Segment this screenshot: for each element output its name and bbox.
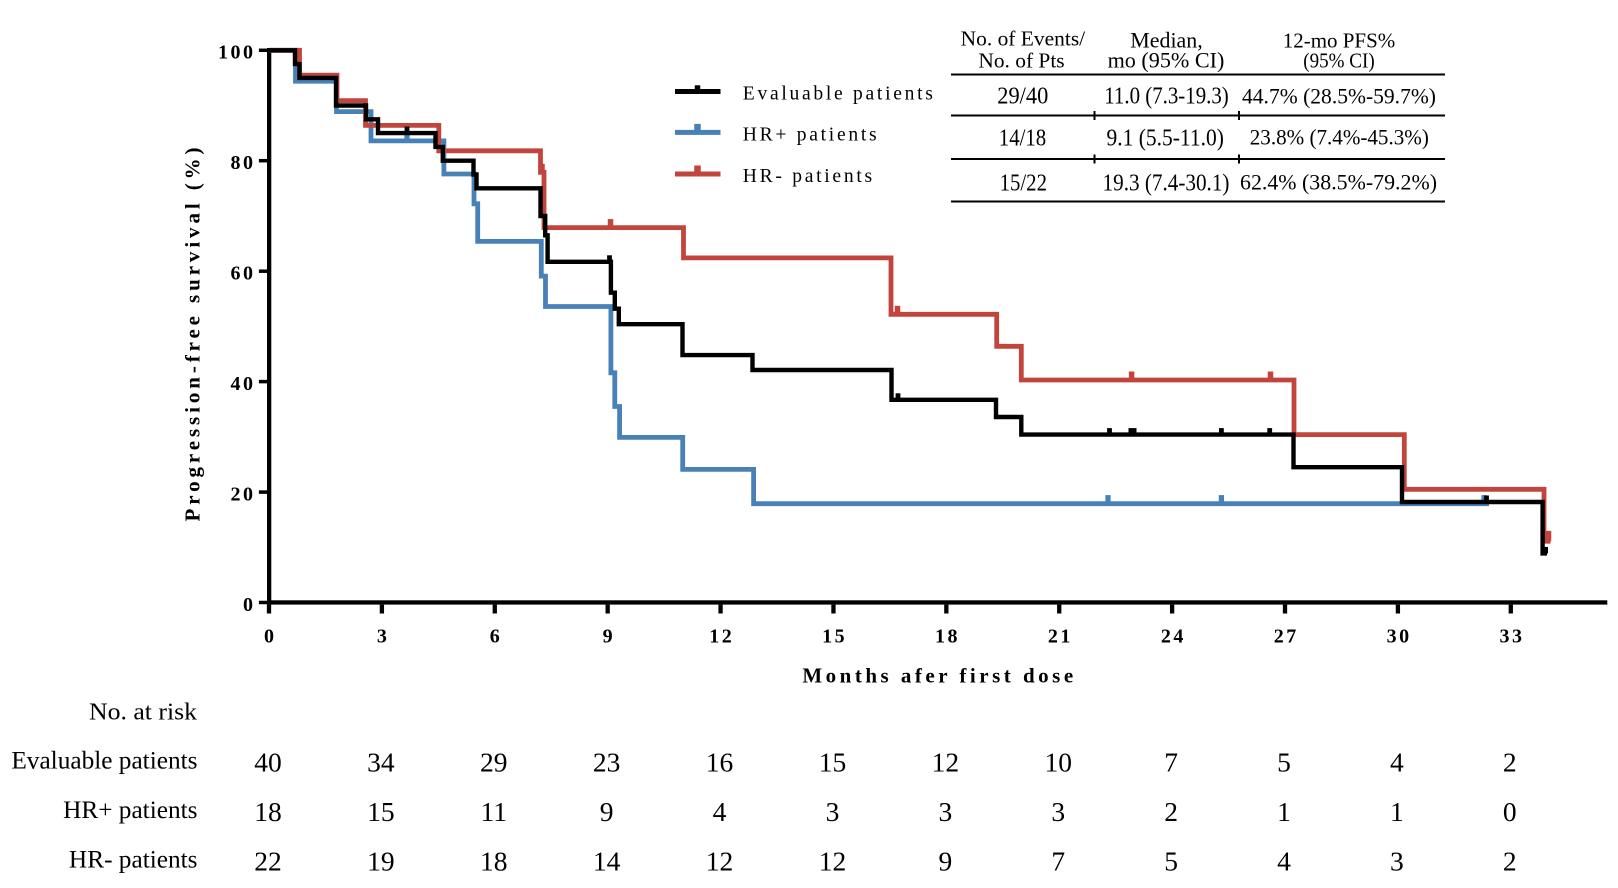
svg-text:5: 5 (1277, 747, 1291, 778)
svg-text:40: 40 (254, 747, 282, 778)
svg-text:62.4% (38.5%-79.2%): 62.4% (38.5%-79.2%) (1240, 170, 1437, 195)
svg-text:100: 100 (218, 42, 256, 64)
svg-text:40: 40 (231, 373, 256, 395)
svg-text:21: 21 (1048, 625, 1073, 647)
svg-text:4: 4 (713, 796, 727, 827)
svg-text:9.1 (5.5-11.0): 9.1 (5.5-11.0) (1107, 126, 1224, 152)
svg-text:19: 19 (367, 846, 395, 877)
svg-text:7: 7 (1051, 846, 1065, 877)
svg-text:44.7% (28.5%-59.7%): 44.7% (28.5%-59.7%) (1242, 84, 1436, 109)
svg-text:12: 12 (706, 846, 734, 877)
svg-text:16: 16 (706, 747, 734, 778)
svg-text:24: 24 (1161, 625, 1186, 647)
svg-text:9: 9 (603, 625, 616, 647)
svg-text:Evaluable patients: Evaluable patients (743, 84, 936, 105)
svg-text:80: 80 (231, 152, 256, 174)
svg-text:18: 18 (480, 846, 508, 877)
svg-text:18: 18 (254, 796, 282, 827)
svg-text:0: 0 (1503, 796, 1517, 827)
svg-text:0: 0 (243, 594, 256, 616)
svg-text:20: 20 (231, 484, 256, 506)
svg-text:15: 15 (367, 796, 395, 827)
svg-text:9: 9 (938, 846, 952, 877)
svg-text:9: 9 (600, 796, 614, 827)
svg-text:No. at risk: No. at risk (89, 698, 198, 725)
svg-text:29: 29 (480, 747, 508, 778)
svg-text:0: 0 (264, 625, 277, 647)
svg-text:Median,: Median, (1130, 28, 1202, 53)
svg-text:5: 5 (1164, 846, 1178, 877)
svg-text:2: 2 (1164, 796, 1178, 827)
svg-text:12: 12 (819, 846, 847, 877)
svg-text:15: 15 (822, 625, 847, 647)
svg-text:Months afer first dose: Months afer first dose (802, 663, 1076, 687)
svg-text:Evaluable patients: Evaluable patients (11, 747, 197, 775)
svg-text:1: 1 (1277, 796, 1291, 827)
svg-text:Progression-free survival (%): Progression-free survival (%) (181, 144, 205, 522)
svg-text:2: 2 (1503, 846, 1517, 877)
svg-text:11.0 (7.3-19.3): 11.0 (7.3-19.3) (1104, 84, 1229, 110)
svg-text:23: 23 (593, 747, 621, 778)
svg-text:11: 11 (481, 796, 507, 827)
svg-text:12: 12 (932, 747, 960, 778)
svg-text:10: 10 (1044, 747, 1072, 778)
svg-text:No. of Pts: No. of Pts (978, 48, 1064, 72)
svg-text:33: 33 (1499, 625, 1524, 647)
svg-text:19.3 (7.4-30.1): 19.3 (7.4-30.1) (1103, 171, 1230, 197)
svg-text:27: 27 (1274, 625, 1299, 647)
svg-text:3: 3 (1390, 846, 1404, 877)
svg-text:29/40: 29/40 (997, 84, 1048, 110)
svg-text:6: 6 (490, 625, 503, 647)
svg-text:2: 2 (1503, 747, 1517, 778)
svg-text:12: 12 (709, 625, 734, 647)
svg-text:60: 60 (231, 263, 256, 285)
svg-text:23.8% (7.4%-45.3%): 23.8% (7.4%-45.3%) (1250, 124, 1429, 149)
svg-text:4: 4 (1277, 846, 1291, 877)
svg-text:HR+ patients: HR+ patients (63, 796, 197, 824)
svg-text:3: 3 (1051, 796, 1065, 827)
svg-text:18: 18 (935, 625, 960, 647)
svg-text:HR- patients: HR- patients (69, 846, 198, 874)
svg-text:34: 34 (367, 747, 395, 778)
svg-text:15/22: 15/22 (1000, 171, 1047, 197)
svg-text:3: 3 (938, 796, 952, 827)
svg-text:14: 14 (593, 846, 621, 877)
svg-text:7: 7 (1164, 747, 1178, 778)
svg-text:1: 1 (1390, 796, 1404, 827)
svg-text:HR+ patients: HR+ patients (743, 125, 880, 146)
svg-text:15: 15 (819, 747, 847, 778)
svg-text:HR- patients: HR- patients (743, 166, 875, 187)
svg-text:(95% CI): (95% CI) (1303, 49, 1374, 73)
svg-text:30: 30 (1387, 625, 1412, 647)
svg-text:4: 4 (1390, 747, 1404, 778)
svg-text:3: 3 (826, 796, 840, 827)
svg-text:12-mo PFS%: 12-mo PFS% (1283, 29, 1396, 53)
svg-text:3: 3 (377, 625, 390, 647)
svg-text:22: 22 (254, 846, 282, 877)
svg-text:mo (95% CI): mo (95% CI) (1108, 48, 1225, 73)
svg-text:No. of Events/: No. of Events/ (961, 27, 1086, 51)
svg-text:14/18: 14/18 (999, 126, 1046, 152)
